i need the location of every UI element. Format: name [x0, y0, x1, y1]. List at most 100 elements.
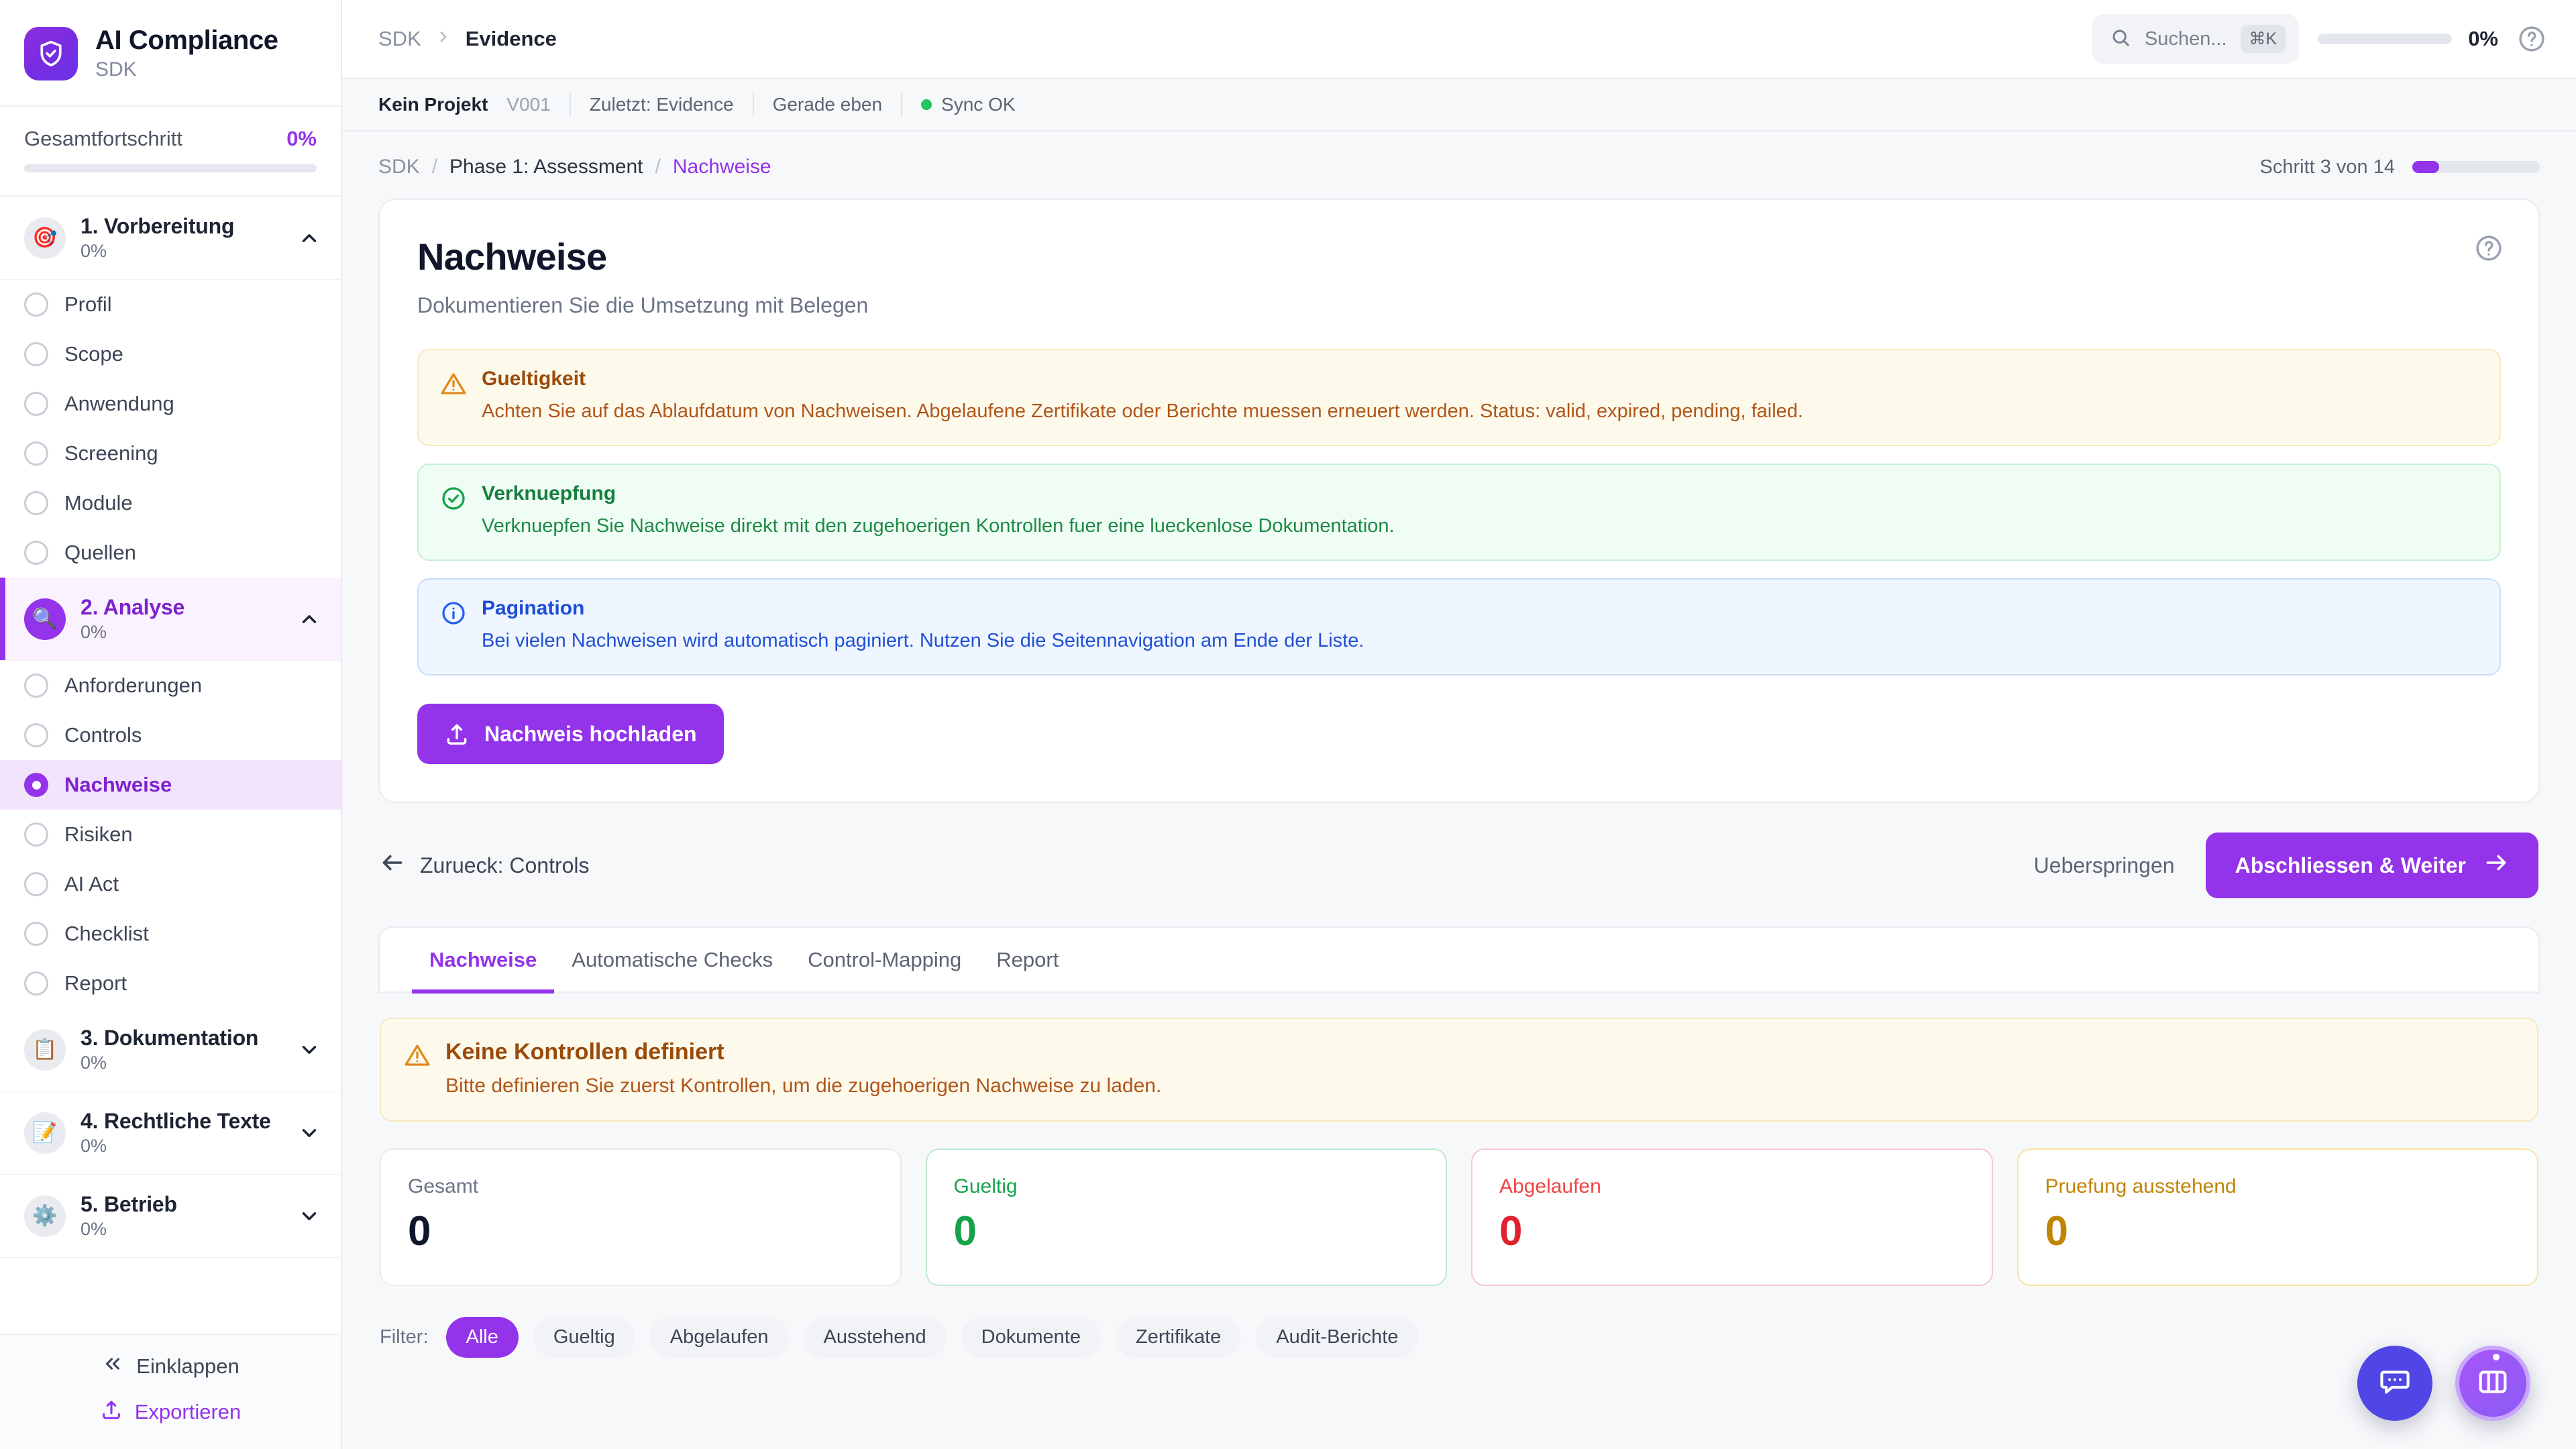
- sidebar-item-label: Anwendung: [64, 392, 174, 415]
- phase-title: 3. Dokumentation: [80, 1026, 259, 1050]
- sidebar-phase-analyse[interactable]: 🔍 2. Analyse 0%: [0, 578, 341, 661]
- info-circle-icon: [440, 600, 467, 627]
- filter-chip-dokumente[interactable]: Dokumente: [961, 1317, 1101, 1358]
- sidebar-item-checklist[interactable]: Checklist: [0, 909, 341, 959]
- alert-title: Verknuepfung: [482, 482, 616, 505]
- filter-chip-abgelaufen[interactable]: Abgelaufen: [649, 1317, 789, 1358]
- radio-icon: [24, 392, 48, 416]
- complete-next-button[interactable]: Abschliessen & Weiter: [2205, 833, 2538, 899]
- sidebar-item-label: Module: [64, 491, 133, 515]
- filter-chip-zertifikate[interactable]: Zertifikate: [1115, 1317, 1242, 1358]
- sidebar-item-nachweise[interactable]: Nachweise: [0, 760, 341, 810]
- sidebar-item-anforderungen[interactable]: Anforderungen: [0, 661, 341, 710]
- sidebar-item-label: Controls: [64, 723, 142, 747]
- sidebar-item-ai-act[interactable]: AI Act: [0, 859, 341, 909]
- sidebar-item-anwendung[interactable]: Anwendung: [0, 379, 341, 429]
- status-sync: Sync OK: [902, 94, 1034, 115]
- sidebar-item-module[interactable]: Module: [0, 478, 341, 528]
- stat-value: 0: [953, 1208, 977, 1255]
- search-box[interactable]: Suchen... ⌘K: [2092, 14, 2300, 64]
- sidebar-phase-rechtliche-texte[interactable]: 📝 4. Rechtliche Texte 0%: [0, 1091, 341, 1175]
- breadcrumb-root[interactable]: SDK: [378, 27, 421, 50]
- phase-percent: 0%: [80, 622, 107, 642]
- tab-report[interactable]: Report: [996, 948, 1059, 972]
- filter-chip-gueltig[interactable]: Gueltig: [533, 1317, 635, 1358]
- sidebar-item-controls[interactable]: Controls: [0, 710, 341, 760]
- question-circle-icon[interactable]: [2517, 24, 2546, 54]
- breadcrumb-separator: /: [655, 156, 661, 178]
- back-button[interactable]: Zurueck: Controls: [380, 850, 590, 881]
- tab-automatische-checks[interactable]: Automatische Checks: [572, 948, 773, 972]
- evidence-card: Nachweise Dokumentieren Sie die Umsetzun…: [378, 199, 2540, 804]
- sidebar-phase-dokumentation[interactable]: 📋 3. Dokumentation 0%: [0, 1008, 341, 1091]
- sidebar-footer: Einklappen Exportieren: [0, 1334, 341, 1449]
- brand-header[interactable]: AI Compliance SDK: [0, 0, 341, 107]
- sidebar-item-report[interactable]: Report: [0, 959, 341, 1008]
- sidebar-item-label: AI Act: [64, 872, 119, 896]
- main-area: SDK Evidence Suchen... ⌘K 0%: [342, 0, 2576, 1449]
- breadcrumb-separator: /: [431, 156, 438, 178]
- tab-control-mapping[interactable]: Control-Mapping: [808, 948, 962, 972]
- status-version: V001: [506, 94, 551, 115]
- phase-percent: 0%: [80, 1219, 107, 1239]
- breadcrumb-item-phase[interactable]: Phase 1: Assessment: [449, 156, 643, 178]
- sidebar-item-label: Nachweise: [64, 773, 172, 796]
- step-label: Schritt 3 von 14: [2259, 156, 2396, 178]
- stats-grid: Gesamt 0 Gueltig 0 Abgelaufen 0 Pruefung…: [380, 1148, 2538, 1287]
- radio-icon: [24, 922, 48, 946]
- chat-fab[interactable]: [2357, 1346, 2432, 1421]
- stat-label: Gesamt: [408, 1175, 479, 1198]
- filter-chip-ausstehend[interactable]: Ausstehend: [803, 1317, 947, 1358]
- radio-icon: [24, 292, 48, 317]
- sidebar-item-scope[interactable]: Scope: [0, 329, 341, 379]
- sidebar-phase-vorbereitung[interactable]: 🎯 1. Vorbereitung 0%: [0, 197, 341, 280]
- overall-progress-bar: [24, 164, 317, 172]
- filter-chip-alle[interactable]: Alle: [445, 1317, 519, 1358]
- collapse-sidebar-button[interactable]: Einklappen: [101, 1352, 239, 1381]
- stat-value: 0: [2045, 1208, 2068, 1255]
- alert-gueltigkeit: Gueltigkeit Achten Sie auf das Ablaufdat…: [417, 349, 2501, 447]
- status-sync-label: Sync OK: [941, 94, 1016, 115]
- tab-nachweise[interactable]: Nachweise: [412, 928, 555, 994]
- status-divider: [569, 93, 571, 117]
- topbar-progress-bar: [2318, 34, 2453, 44]
- radio-icon: [24, 541, 48, 565]
- upload-evidence-button[interactable]: Nachweis hochladen: [417, 704, 724, 765]
- search-input[interactable]: Suchen...: [2144, 28, 2227, 50]
- sidebar-item-label: Scope: [64, 342, 123, 366]
- sidebar: AI Compliance SDK Gesamtfortschritt 0% 🎯…: [0, 0, 342, 1449]
- status-last: Zuletzt: Evidence: [589, 94, 734, 115]
- sidebar-item-quellen[interactable]: Quellen: [0, 528, 341, 578]
- search-icon: [2110, 27, 2131, 52]
- target-icon: 🎯: [24, 217, 66, 259]
- content-scroll: SDK / Phase 1: Assessment / Nachweise Sc…: [342, 131, 2576, 1449]
- export-button[interactable]: Exportieren: [100, 1398, 241, 1426]
- sidebar-item-label: Quellen: [64, 541, 136, 564]
- stat-value: 0: [408, 1208, 431, 1255]
- alert-title: Pagination: [482, 597, 585, 620]
- sidebar-item-screening[interactable]: Screening: [0, 429, 341, 478]
- upload-icon: [444, 721, 470, 747]
- arrow-right-icon: [2483, 850, 2509, 881]
- overall-progress: Gesamtfortschritt 0%: [0, 107, 341, 197]
- arrow-left-icon: [380, 850, 405, 881]
- breadcrumb: SDK / Phase 1: Assessment / Nachweise: [378, 156, 771, 178]
- tab-panel-nachweise: Keine Kontrollen definiert Bitte definie…: [378, 1018, 2540, 1358]
- question-circle-icon[interactable]: [2474, 233, 2504, 263]
- phase-title: 5. Betrieb: [80, 1192, 177, 1216]
- filter-chip-audit-berichte[interactable]: Audit-Berichte: [1256, 1317, 1419, 1358]
- back-button-label: Zurueck: Controls: [420, 853, 590, 877]
- sidebar-item-risiken[interactable]: Risiken: [0, 810, 341, 859]
- columns-icon: [2476, 1365, 2510, 1402]
- sidebar-item-label: Profil: [64, 292, 112, 316]
- sidebar-item-label: Checklist: [64, 922, 149, 945]
- filter-bar: Filter: Alle Gueltig Abgelaufen Ausstehe…: [380, 1317, 2538, 1358]
- brand-subtitle: SDK: [95, 58, 137, 80]
- skip-button[interactable]: Ueberspringen: [2033, 853, 2175, 877]
- panel-fab[interactable]: [2455, 1346, 2530, 1421]
- breadcrumb-item-sdk[interactable]: SDK: [378, 156, 420, 178]
- sidebar-item-profil[interactable]: Profil: [0, 280, 341, 329]
- phase-percent: 0%: [80, 241, 107, 261]
- sidebar-phase-betrieb[interactable]: ⚙️ 5. Betrieb 0%: [0, 1175, 341, 1258]
- upload-icon: [100, 1398, 123, 1426]
